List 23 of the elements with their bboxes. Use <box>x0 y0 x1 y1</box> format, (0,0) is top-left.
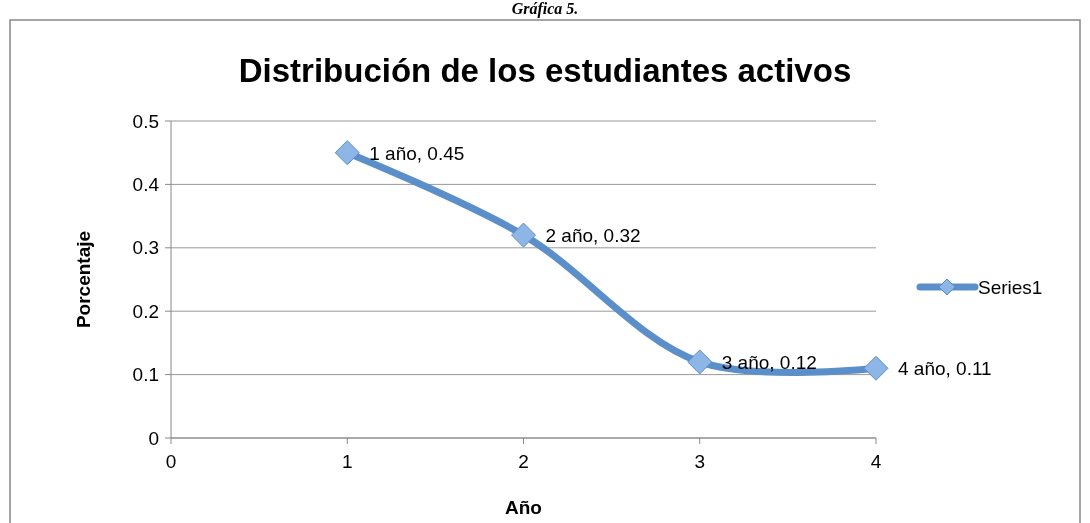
y-tick-label: 0.5 <box>132 110 159 132</box>
chart-title: Distribución de los estudiantes activos <box>238 52 852 89</box>
point <box>687 349 713 375</box>
data-label: 1 año, 0.45 <box>369 142 465 164</box>
y-tick-label: 0.1 <box>132 364 159 386</box>
x-tick-label: 1 <box>341 451 353 472</box>
point <box>511 222 536 248</box>
y-axis-title: Porcentaje <box>73 230 94 329</box>
text: Gráfica 5. <box>511 0 579 18</box>
x-axis-title: Año <box>505 497 542 518</box>
legend-label: Series1 <box>978 277 1043 298</box>
y-tick-label: 0.2 <box>132 300 159 322</box>
point <box>334 140 360 166</box>
x-tick-label: 4 <box>870 451 882 472</box>
y-tick-label: 0 <box>148 427 159 449</box>
x-tick-label: 0 <box>165 451 177 472</box>
data-label: 4 año, 0.11 <box>898 358 992 380</box>
point <box>863 355 889 381</box>
x-tick-label: 2 <box>518 451 529 472</box>
x-tick-label: 3 <box>694 451 706 472</box>
y-tick-label: 0.4 <box>132 174 160 196</box>
y-tick-label: 0.3 <box>132 237 159 259</box>
data-label: 2 año, 0.32 <box>545 225 641 247</box>
